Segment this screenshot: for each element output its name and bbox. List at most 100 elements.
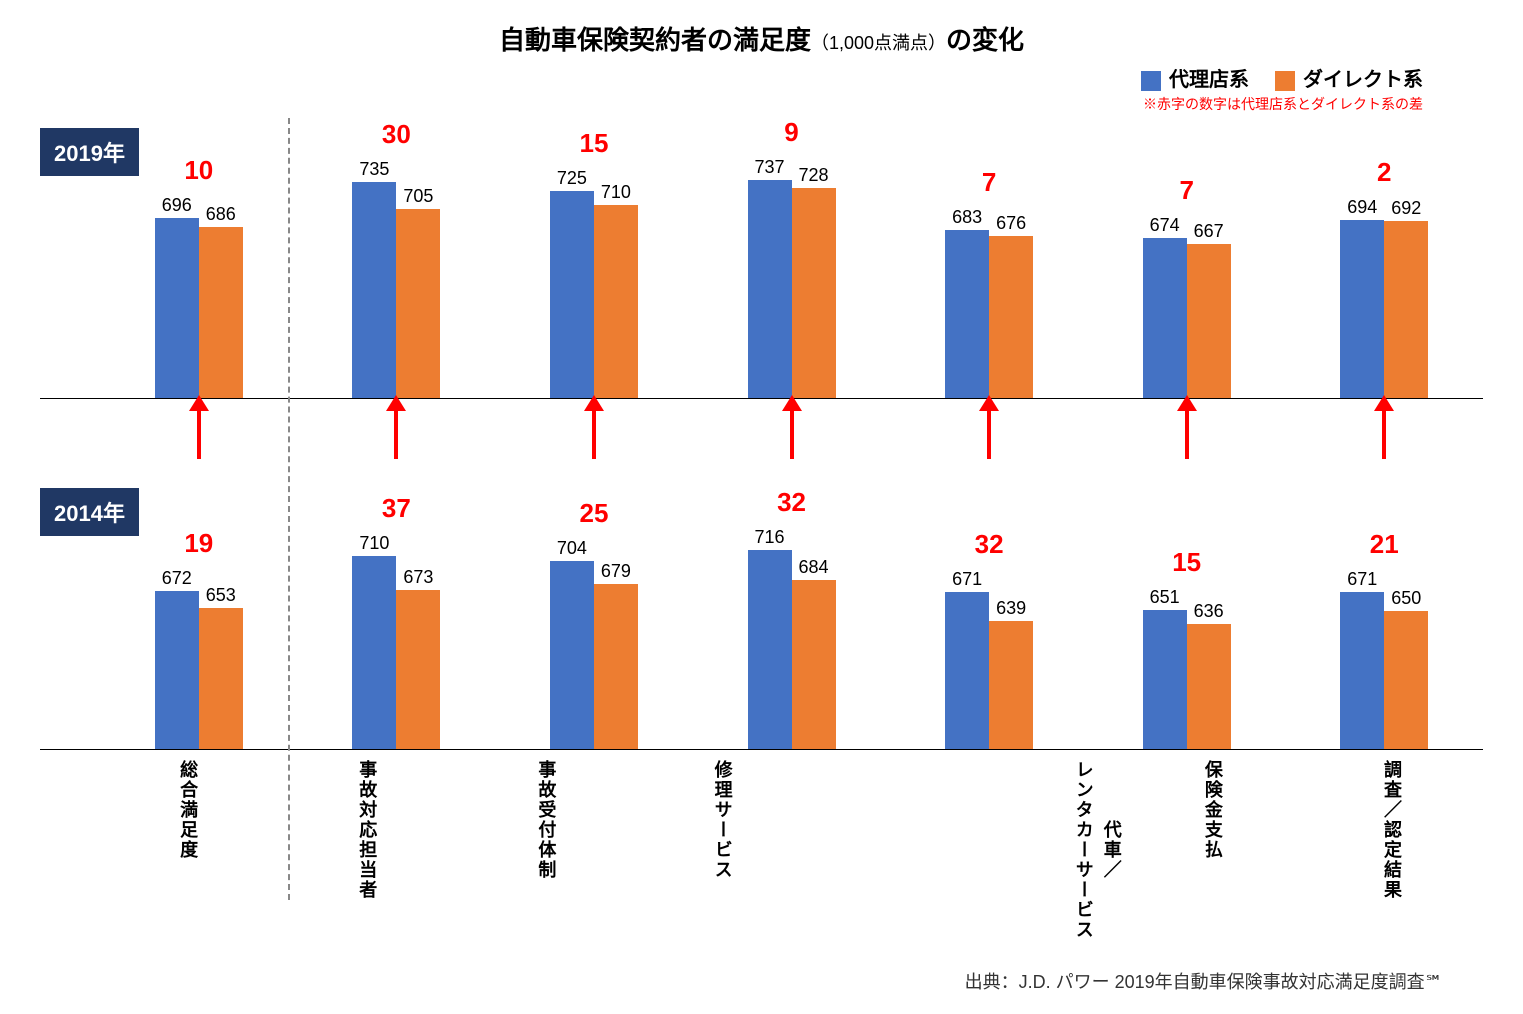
bar-rect bbox=[550, 191, 594, 398]
arrow-cell bbox=[495, 409, 693, 459]
chart-row-2014: 1967265337710673257046793271668432671639… bbox=[40, 469, 1483, 750]
bar-value-label: 667 bbox=[1194, 221, 1224, 242]
bar-value-label: 653 bbox=[206, 585, 236, 606]
arrow-cell bbox=[1285, 409, 1483, 459]
bar-agency: 671 bbox=[945, 569, 989, 749]
bar-value-label: 684 bbox=[798, 557, 828, 578]
chart-title: 自動車保険契約者の満足度（1,000点満点）の変化 bbox=[40, 20, 1483, 57]
bar-agency: 704 bbox=[550, 538, 594, 749]
bar-value-label: 737 bbox=[754, 157, 784, 178]
diff-value: 32 bbox=[693, 487, 891, 518]
bar-direct: 728 bbox=[792, 165, 836, 398]
bar-direct: 705 bbox=[396, 186, 440, 398]
bar-pair: 737 728 bbox=[748, 117, 836, 398]
category-label: 調査／認定結果 bbox=[1379, 760, 1405, 900]
bar-pair: 671 639 bbox=[945, 529, 1033, 749]
chart-area: 2019年 1069668630735705157257109737728768… bbox=[40, 118, 1483, 940]
legend-label-agency: 代理店系 bbox=[1169, 69, 1249, 91]
bar-value-label: 672 bbox=[162, 568, 192, 589]
bar-value-label: 696 bbox=[162, 195, 192, 216]
bar-group: 32 716 684 bbox=[693, 487, 891, 749]
up-arrow-icon bbox=[790, 409, 794, 459]
bar-value-label: 704 bbox=[557, 538, 587, 559]
arrow-cell bbox=[693, 409, 891, 459]
bar-pair: 672 653 bbox=[155, 528, 243, 749]
bar-pair: 710 673 bbox=[352, 493, 440, 749]
diff-value: 15 bbox=[495, 128, 693, 159]
category-label: 総合満足度 bbox=[175, 760, 201, 860]
bar-group: 7 674 667 bbox=[1088, 175, 1286, 398]
bar-agency: 696 bbox=[155, 195, 199, 398]
bar-value-label: 673 bbox=[403, 567, 433, 588]
bar-value-label: 671 bbox=[1347, 569, 1377, 590]
category-label-cell: 調査／認定結果 bbox=[1301, 760, 1483, 940]
bar-rect bbox=[1143, 238, 1187, 398]
arrow-cell bbox=[1088, 409, 1286, 459]
bar-pair: 694692 bbox=[1340, 157, 1428, 398]
bar-pair: 674 667 bbox=[1143, 175, 1231, 398]
bar-rect bbox=[396, 209, 440, 398]
bar-value-label: 636 bbox=[1194, 601, 1224, 622]
bar-agency: 672 bbox=[155, 568, 199, 749]
bar-value-label: 692 bbox=[1391, 198, 1421, 219]
bar-rect bbox=[792, 580, 836, 749]
diff-value: 7 bbox=[1088, 175, 1286, 206]
bar-agency: 710 bbox=[352, 533, 396, 749]
title-main: 自動車保険契約者の満足度 bbox=[499, 25, 811, 55]
bar-agency: 683 bbox=[945, 207, 989, 398]
category-label: 事故受付体制 bbox=[533, 760, 559, 880]
bar-rect bbox=[594, 584, 638, 749]
bar-rect bbox=[155, 591, 199, 749]
bar-pair: 716 684 bbox=[748, 487, 836, 749]
bar-value-label: 674 bbox=[1150, 215, 1180, 236]
bar-value-label: 639 bbox=[996, 598, 1026, 619]
arrow-cell bbox=[890, 409, 1088, 459]
bar-rect bbox=[594, 205, 638, 398]
category-label: 事故対応担当者 bbox=[354, 760, 380, 900]
arrow-cell bbox=[298, 409, 496, 459]
bar-rect bbox=[1340, 220, 1384, 398]
bar-direct: 686 bbox=[199, 204, 243, 398]
legend-item-agency: 代理店系 bbox=[1141, 63, 1249, 92]
title-sub: （1,000点満点） bbox=[811, 33, 946, 53]
bar-value-label: 650 bbox=[1391, 588, 1421, 609]
legend-note: ※赤字の数字は代理店系とダイレクト系の差 bbox=[40, 94, 1483, 114]
legend-item-direct: ダイレクト系 bbox=[1275, 63, 1423, 92]
bar-value-label: 679 bbox=[601, 561, 631, 582]
bar-group: 2694692 bbox=[1285, 157, 1483, 398]
category-label-cell: 保険金支払 bbox=[1125, 760, 1301, 940]
bar-value-label: 683 bbox=[952, 207, 982, 228]
bar-direct: 692 bbox=[1384, 198, 1428, 398]
bar-agency: 735 bbox=[352, 159, 396, 398]
bar-group: 37710673 bbox=[298, 493, 496, 749]
diff-value: 2 bbox=[1285, 157, 1483, 188]
bar-rect bbox=[1143, 610, 1187, 749]
up-arrow-icon bbox=[197, 409, 201, 459]
diff-value: 30 bbox=[298, 119, 496, 150]
category-label: 代車／レンタカーサービス bbox=[811, 760, 1125, 940]
up-arrow-icon bbox=[987, 409, 991, 459]
bar-rect bbox=[1384, 611, 1428, 749]
diff-value: 25 bbox=[495, 498, 693, 529]
bar-group: 15651636 bbox=[1088, 547, 1286, 749]
bar-value-label: 676 bbox=[996, 213, 1026, 234]
arrow-cell bbox=[100, 409, 298, 459]
bar-rect bbox=[792, 188, 836, 398]
bar-group: 21671650 bbox=[1285, 529, 1483, 749]
up-arrow-icon bbox=[592, 409, 596, 459]
category-label: 修理サービス bbox=[710, 760, 736, 880]
up-arrow-icon bbox=[394, 409, 398, 459]
diff-value: 9 bbox=[693, 117, 891, 148]
bar-value-label: 735 bbox=[359, 159, 389, 180]
category-label-cell: 代車／レンタカーサービス bbox=[811, 760, 1125, 940]
bar-direct: 667 bbox=[1187, 221, 1231, 398]
bar-direct: 710 bbox=[594, 182, 638, 398]
bar-rect bbox=[352, 556, 396, 749]
bar-rect bbox=[1187, 624, 1231, 749]
bar-direct: 650 bbox=[1384, 588, 1428, 749]
bar-value-label: 671 bbox=[952, 569, 982, 590]
bar-rect bbox=[1340, 592, 1384, 749]
bar-group: 19672653 bbox=[100, 528, 298, 749]
bar-value-label: 716 bbox=[754, 527, 784, 548]
bar-rect bbox=[1384, 221, 1428, 398]
